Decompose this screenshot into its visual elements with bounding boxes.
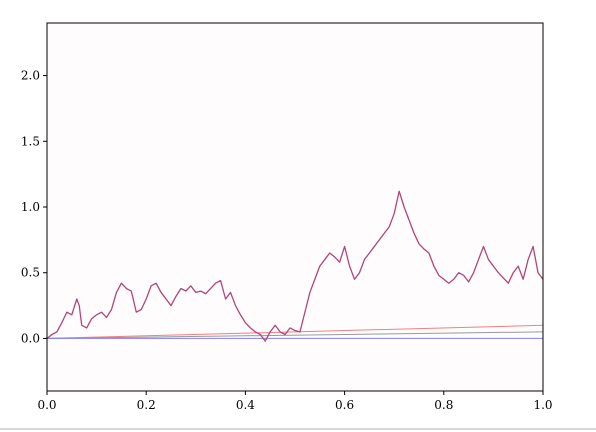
x-tick-label-3: 0.6 <box>335 398 354 412</box>
y-tick-label-0: 0.0 <box>21 331 40 345</box>
x-axis: 0.0 0.2 0.4 0.6 0.8 1.0 <box>37 391 553 412</box>
y-tick-label-1: 0.5 <box>21 266 40 280</box>
series-line-2 <box>46 331 544 339</box>
series-line-1 <box>46 324 544 339</box>
x-tick-label-1: 0.2 <box>137 398 156 412</box>
y-tick-label-2: 1.0 <box>21 200 40 214</box>
x-tick-label-4: 0.8 <box>434 398 453 412</box>
series-line-0 <box>46 190 544 342</box>
bottom-divider <box>0 428 596 430</box>
series-layer <box>46 190 544 342</box>
x-tick-label-2: 0.4 <box>236 398 255 412</box>
y-tick-label-4: 2.0 <box>21 69 40 83</box>
plot-area <box>47 23 543 391</box>
y-tick-label-3: 1.5 <box>21 134 40 148</box>
x-tick-label-0: 0.0 <box>37 398 56 412</box>
x-tick-label-5: 1.0 <box>533 398 552 412</box>
y-axis: 0.0 0.5 1.0 1.5 2.0 <box>21 69 47 345</box>
